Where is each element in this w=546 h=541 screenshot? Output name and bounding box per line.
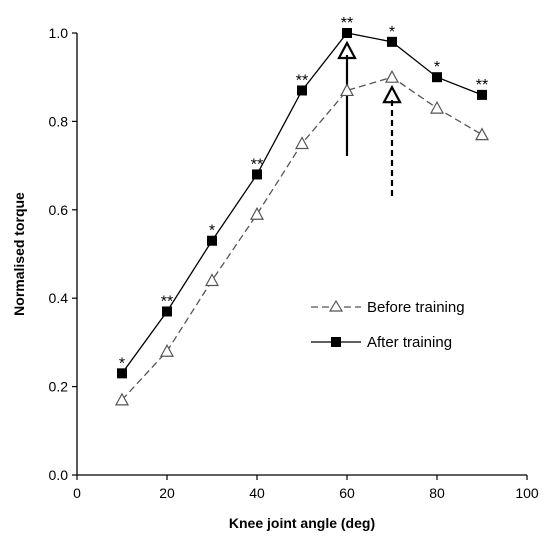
after-training-point xyxy=(297,85,307,96)
y-tick-label: 0.0 xyxy=(49,467,69,483)
significance-mark: ** xyxy=(161,293,173,310)
y-tick-label: 0.2 xyxy=(49,379,69,395)
x-tick-label: 20 xyxy=(159,485,175,501)
after-training-point xyxy=(252,169,262,180)
before-training-point xyxy=(204,273,220,287)
x-tick-label: 0 xyxy=(73,485,81,501)
x-tick-label: 100 xyxy=(515,485,539,501)
y-tick-label: 1.0 xyxy=(49,25,69,41)
significance-mark: * xyxy=(119,355,125,372)
significance-mark: * xyxy=(209,223,215,240)
y-axis-title: Normalised torque xyxy=(11,192,27,316)
x-tick-label: 40 xyxy=(249,485,265,501)
before-training-point xyxy=(114,392,130,406)
legend: Before training After training xyxy=(311,299,465,351)
optimum-arrow-before xyxy=(382,84,402,196)
significance-mark: ** xyxy=(476,77,488,94)
significance-mark: ** xyxy=(251,156,263,173)
y-tick-label: 0.6 xyxy=(49,202,69,218)
after-training-point xyxy=(477,89,487,100)
after-training-point xyxy=(387,36,397,47)
y-tick-label: 0.8 xyxy=(49,113,69,129)
before-training-point xyxy=(339,83,355,97)
before-training-point xyxy=(429,100,445,114)
x-axis-title: Knee joint angle (deg) xyxy=(229,515,375,531)
before-training-point xyxy=(384,69,400,83)
x-tick-label: 80 xyxy=(429,485,445,501)
before-training-point xyxy=(294,136,310,150)
after-training-point xyxy=(162,306,172,317)
legend-before-marker xyxy=(328,299,344,312)
after-training-point xyxy=(207,235,217,246)
after-training-point xyxy=(342,28,352,38)
x-tick-label: 60 xyxy=(339,485,355,501)
after-training-point xyxy=(432,72,442,83)
significance-mark: * xyxy=(389,24,395,41)
legend-after-marker xyxy=(331,337,341,347)
significance-mark: ** xyxy=(341,15,353,32)
after-training-point xyxy=(117,368,127,379)
significance-mark: ** xyxy=(296,72,308,89)
series-line-before-training xyxy=(121,76,483,401)
optimum-arrow-after xyxy=(337,40,357,156)
legend-after-label: After training xyxy=(367,334,452,351)
y-tick-label: 0.4 xyxy=(49,290,69,306)
before-training-point xyxy=(474,127,490,141)
before-training-point xyxy=(159,343,175,357)
before-training-point xyxy=(249,206,265,220)
legend-before-label: Before training xyxy=(367,299,465,316)
significance-mark: * xyxy=(434,59,440,76)
